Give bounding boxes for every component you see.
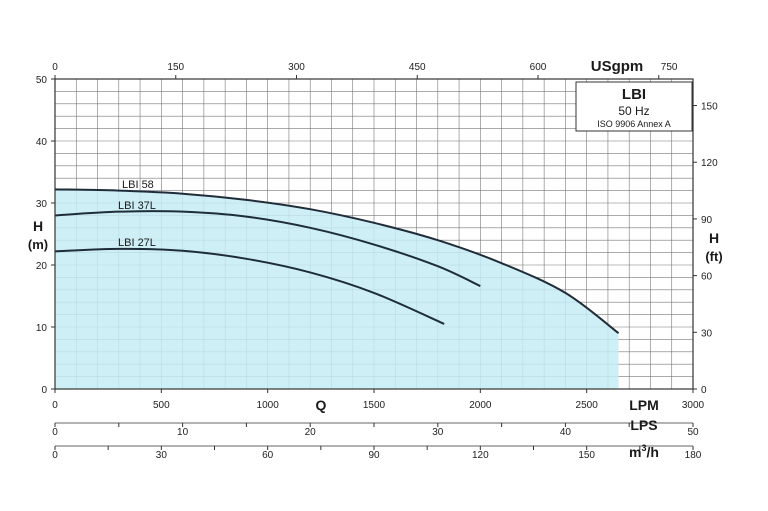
- series-labels: LBI 58 LBI 37L LBI 27L: [118, 179, 156, 249]
- tick-label-m3h: 60: [262, 450, 274, 461]
- tick-label-m: 0: [41, 385, 47, 396]
- tick-label-ft: 60: [701, 272, 713, 283]
- tick-label-lps: 30: [432, 427, 444, 438]
- tick-label-m: 10: [36, 323, 48, 334]
- bottom-axis-ticks-lps: 0 10 20 30 40 50: [52, 422, 699, 438]
- tick-label-ft: 30: [701, 328, 713, 339]
- tick-label-ft: 0: [701, 385, 707, 396]
- left-axis-ticks-m: 0 10 20 30 40 50: [36, 75, 55, 396]
- lps-unit-label: LPS: [630, 417, 657, 433]
- info-box-frequency: 50 Hz: [618, 104, 649, 118]
- tick-label-lpm: 2500: [576, 400, 599, 411]
- pump-curves: [54, 188, 620, 334]
- bottom-axis-ticks-m3h: 0 30 60 90 120 150 180: [52, 445, 702, 461]
- tick-label-lps: 40: [560, 427, 572, 438]
- tick-label-usgpm: 450: [409, 62, 426, 73]
- usgpm-unit-label: USgpm: [591, 58, 644, 75]
- info-box: LBI 50 Hz ISO 9906 Annex A: [575, 81, 693, 132]
- y-axis-label-left: H: [33, 218, 43, 234]
- series-label: LBI 27L: [118, 237, 156, 249]
- tick-label-ft: 120: [701, 158, 718, 169]
- tick-label-usgpm: 150: [167, 62, 184, 73]
- operating-range-fill: [55, 189, 619, 389]
- tick-label-lpm: 500: [153, 400, 170, 411]
- lpm-unit-label: LPM: [629, 397, 659, 413]
- top-axis-ticks-usgpm: 0 150 300 450 600 750: [52, 62, 678, 79]
- tick-label-m: 40: [36, 137, 48, 148]
- tick-label-lpm: 2000: [469, 400, 492, 411]
- tick-label-lps: 50: [687, 427, 699, 438]
- tick-label-m3h: 0: [52, 450, 58, 461]
- tick-label-lpm: 1000: [257, 400, 280, 411]
- tick-label-lps: 0: [52, 427, 58, 438]
- bottom-axis-ticks-lpm: 0 500 1000 1500 2000 2500 3000: [52, 389, 705, 411]
- tick-label-ft: 150: [701, 102, 718, 113]
- tick-label-lpm: 0: [52, 400, 58, 411]
- tick-label-lps: 10: [177, 427, 189, 438]
- tick-label-usgpm: 750: [661, 62, 678, 73]
- series-line-lbi-58: [54, 188, 620, 334]
- right-axis-ticks-ft: 0 30 60 90 120 150: [693, 102, 718, 396]
- tick-label-ft: 90: [701, 215, 713, 226]
- x-axis-label-q: Q: [316, 397, 327, 413]
- series-label: LBI 58: [122, 179, 154, 191]
- tick-label-lpm: 3000: [682, 400, 705, 411]
- info-box-standard: ISO 9906 Annex A: [597, 119, 671, 129]
- y-axis-unit-ft: (ft): [705, 249, 722, 264]
- tick-label-usgpm: 0: [52, 62, 58, 73]
- tick-label-m3h: 90: [368, 450, 380, 461]
- tick-label-m: 30: [36, 199, 48, 210]
- m3h-unit-label: m3/h: [629, 443, 659, 460]
- series-line-lbi-27l: [54, 247, 445, 325]
- tick-label-m3h: 30: [156, 450, 168, 461]
- tick-label-usgpm: 600: [530, 62, 547, 73]
- series-label: LBI 37L: [118, 200, 156, 212]
- tick-label-usgpm: 300: [288, 62, 305, 73]
- y-axis-label-right: H: [709, 230, 719, 246]
- tick-label-lpm: 1500: [363, 400, 386, 411]
- tick-label-m3h: 150: [578, 450, 595, 461]
- info-box-title: LBI: [622, 86, 646, 103]
- series-line-lbi-37l: [54, 210, 481, 287]
- tick-label-m: 50: [36, 75, 48, 86]
- tick-label-m: 20: [36, 261, 48, 272]
- tick-label-m3h: 180: [685, 450, 702, 461]
- tick-label-m3h: 120: [472, 450, 489, 461]
- tick-label-lps: 20: [305, 427, 317, 438]
- y-axis-unit-m: (m): [28, 237, 48, 252]
